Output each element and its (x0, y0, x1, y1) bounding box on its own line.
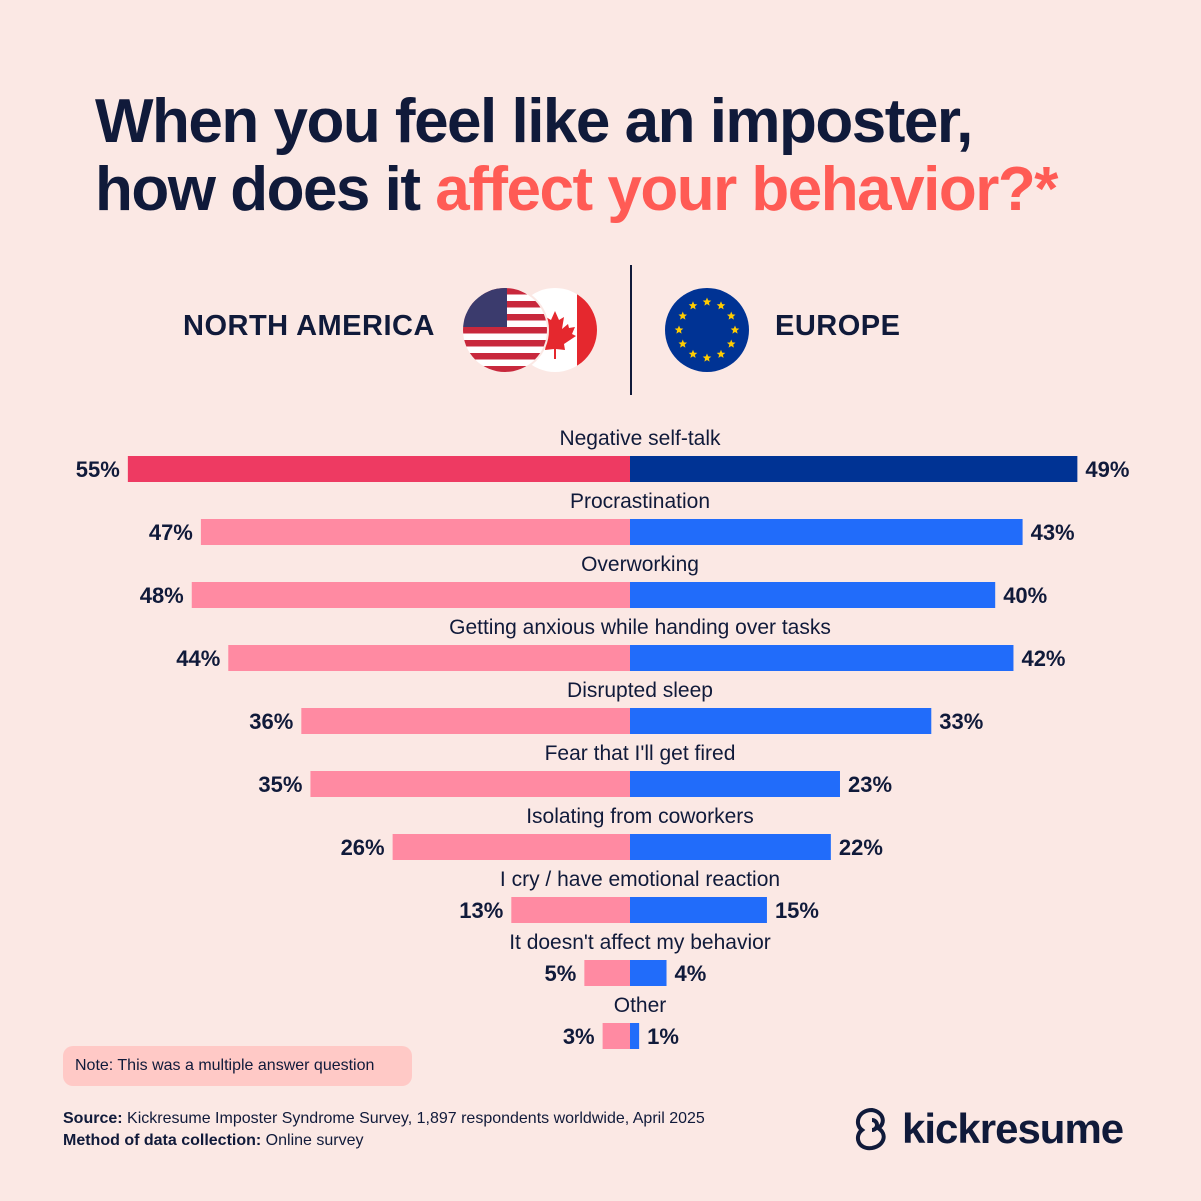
eu-star-icon (702, 297, 712, 306)
page-title: When you feel like an imposter, how does… (95, 87, 1058, 224)
method-text: Online survey (261, 1132, 364, 1149)
bar-europe (630, 834, 831, 860)
eu-star-icon (678, 311, 687, 320)
category-label: Getting anxious while handing over tasks (449, 616, 831, 639)
bar-europe (630, 456, 1078, 482)
value-label-europe: 1% (647, 1024, 679, 1049)
eu-star-icon (727, 311, 736, 320)
method-line: Method of data collection: Online survey (63, 1132, 363, 1150)
value-label-north-america: 47% (149, 520, 193, 545)
eu-star-icon (730, 325, 740, 334)
value-label-europe: 4% (675, 961, 707, 986)
source-label: Source: (63, 1110, 123, 1127)
category-label: Negative self-talk (559, 427, 721, 450)
bar-europe (630, 708, 932, 734)
eu-star-icon (716, 301, 726, 310)
bar-north-america (127, 456, 630, 482)
kickresume-logo: kickresume (850, 1105, 1124, 1153)
eu-star-icon (702, 353, 712, 362)
value-label-europe: 23% (848, 772, 892, 797)
bar-europe (630, 960, 667, 986)
bar-europe (630, 582, 996, 608)
kickresume-logo-icon (855, 1107, 886, 1151)
bar-north-america (310, 771, 630, 797)
bar-north-america (301, 708, 630, 734)
eu-flag-icon (665, 288, 749, 372)
value-label-north-america: 48% (140, 583, 184, 608)
eu-star-icon (727, 339, 736, 348)
bar-europe (630, 645, 1014, 671)
note-box: Note: This was a multiple answer questio… (63, 1046, 412, 1086)
eu-star-icon (688, 301, 698, 310)
bar-europe (630, 771, 840, 797)
bar-north-america (191, 582, 630, 608)
value-label-north-america: 5% (545, 961, 577, 986)
title-line-1: When you feel like an imposter, (95, 87, 973, 156)
region-label-europe: EUROPE (775, 310, 901, 342)
title-accent: affect your behavior?* (435, 155, 1058, 224)
title-line-2: how does it (95, 155, 436, 224)
value-label-north-america: 36% (249, 709, 293, 734)
value-label-europe: 33% (939, 709, 983, 734)
category-label: Procrastination (570, 490, 710, 513)
category-label: It doesn't affect my behavior (509, 931, 771, 954)
value-label-north-america: 35% (258, 772, 302, 797)
eu-star-icon (688, 349, 698, 358)
value-label-europe: 49% (1085, 457, 1129, 482)
category-label: Overworking (581, 553, 699, 576)
region-divider (630, 265, 632, 395)
value-label-europe: 15% (775, 898, 819, 923)
bar-north-america (602, 1023, 630, 1049)
value-label-europe: 40% (1003, 583, 1047, 608)
value-label-europe: 42% (1021, 646, 1065, 671)
bar-europe (630, 897, 767, 923)
value-label-north-america: 26% (341, 835, 385, 860)
bar-north-america (392, 834, 630, 860)
bar-europe (630, 1023, 640, 1049)
logo-wordmark: kickresume (902, 1105, 1124, 1152)
bar-north-america (511, 897, 630, 923)
category-label: Disrupted sleep (567, 679, 713, 702)
category-label: Fear that I'll get fired (545, 742, 736, 765)
region-label-north-america: NORTH AMERICA (183, 310, 435, 342)
source-text: Kickresume Imposter Syndrome Survey, 1,8… (122, 1110, 705, 1127)
bar-north-america (228, 645, 630, 671)
source-line: Source: Kickresume Imposter Syndrome Sur… (63, 1110, 705, 1128)
us-canada-flags-icon (461, 286, 597, 374)
eu-star-icon (716, 349, 726, 358)
value-label-europe: 22% (839, 835, 883, 860)
category-label: Other (614, 994, 667, 1017)
value-label-north-america: 3% (563, 1024, 595, 1049)
value-label-north-america: 13% (459, 898, 503, 923)
value-label-north-america: 55% (76, 457, 120, 482)
category-label: Isolating from coworkers (526, 805, 754, 828)
eu-star-icon (678, 339, 687, 348)
value-label-north-america: 44% (176, 646, 220, 671)
us-flag-icon (463, 288, 547, 372)
bar-north-america (200, 519, 630, 545)
method-label: Method of data collection: (63, 1132, 262, 1149)
diverging-bar-chart: Negative self-talk 55% 49% Procrastination 4… (76, 427, 1129, 1049)
bar-north-america (584, 960, 630, 986)
category-label: I cry / have emotional reaction (500, 868, 780, 891)
value-label-europe: 43% (1031, 520, 1075, 545)
eu-star-icon (674, 325, 684, 334)
bar-europe (630, 519, 1023, 545)
